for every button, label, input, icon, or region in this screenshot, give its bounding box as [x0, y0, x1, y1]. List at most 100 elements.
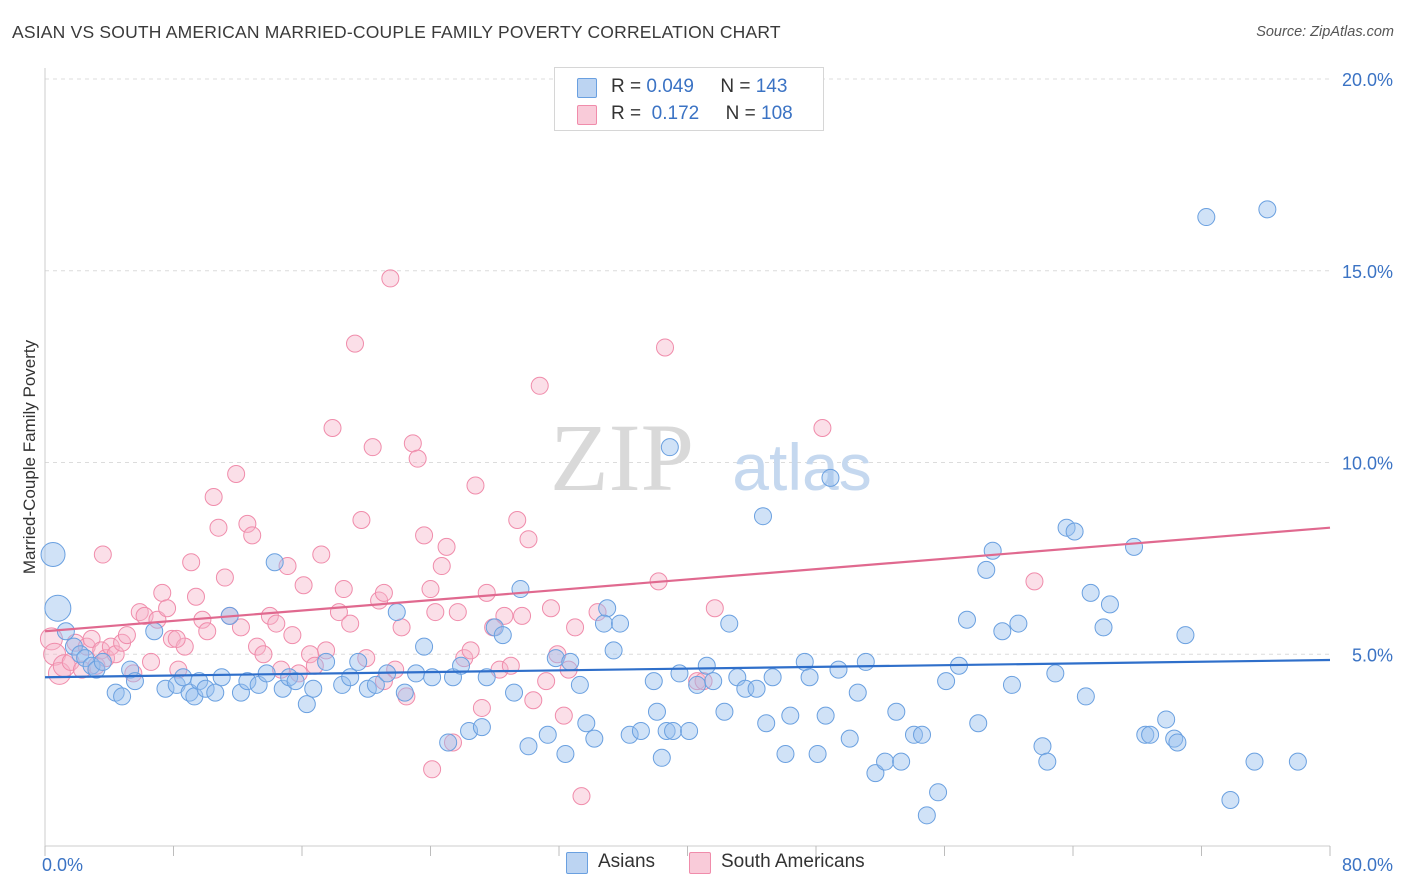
south-americans-point: [82, 629, 101, 648]
south-americans-point: [432, 557, 451, 576]
south-americans-point: [408, 449, 427, 468]
asians-point: [657, 721, 676, 740]
tick-labels: 5.0% 10.0% 15.0% 20.0% 0.0% 80.0%: [42, 70, 1393, 875]
asians-point: [76, 649, 95, 668]
asians-point: [439, 733, 458, 752]
asians-point: [715, 702, 734, 721]
asians-point: [556, 744, 575, 763]
asians-point: [747, 679, 766, 698]
asians-point: [341, 668, 360, 687]
south-americans-point: [93, 545, 112, 564]
south-americans-point: [334, 580, 353, 599]
asians-point: [670, 664, 689, 683]
asians-point: [937, 672, 956, 691]
asians-trend-line: [44, 658, 1331, 679]
south-americans-point: [495, 606, 514, 625]
asians-point: [577, 714, 596, 733]
asians-point: [87, 660, 106, 679]
asians-point: [840, 729, 859, 748]
asians-point: [1033, 737, 1052, 756]
south-americans-point: [508, 511, 527, 530]
south-americans-legend-swatch: [689, 852, 711, 874]
south-americans-point: [341, 614, 360, 633]
asians-point: [1221, 790, 1240, 809]
r-label: R =: [611, 76, 642, 97]
correlation-legend: R = 0.049 N = 143 R = 0.172 N = 108: [554, 67, 824, 131]
south-americans-point: [554, 706, 573, 725]
asians-point: [763, 668, 782, 687]
south-americans-point: [537, 672, 556, 691]
asians-point: [644, 672, 663, 691]
asians-point: [620, 725, 639, 744]
south-americans-point: [381, 269, 400, 288]
asians-point: [505, 683, 524, 702]
asians-point: [800, 668, 819, 687]
gridlines: [45, 78, 1330, 655]
south-americans-point: [227, 465, 246, 484]
south-americans-point: [198, 622, 217, 641]
asians-point: [1094, 618, 1113, 637]
south-americans-point: [43, 642, 67, 666]
asians-point: [1125, 537, 1144, 556]
asians-point: [44, 594, 72, 622]
south-americans-point: [524, 691, 543, 710]
south-americans-point: [472, 698, 491, 717]
asians-point: [546, 649, 565, 668]
south-americans-point: [421, 580, 440, 599]
n-value-south-americans: 108: [761, 103, 793, 124]
south-americans-point: [148, 610, 167, 629]
south-americans-point: [209, 518, 228, 537]
watermark-atlas: atlas: [732, 430, 871, 504]
south-americans-point: [423, 760, 442, 779]
asians-point: [664, 721, 683, 740]
asians-point: [113, 687, 132, 706]
south-americans-point: [254, 645, 273, 664]
asians-point: [40, 542, 66, 568]
asians-point: [957, 610, 976, 629]
asians-point: [604, 641, 623, 660]
south-americans-point: [158, 599, 177, 618]
asians-point: [688, 675, 707, 694]
n-label: N =: [725, 103, 756, 124]
south-americans-point: [346, 334, 365, 353]
asians-point: [238, 672, 257, 691]
asians-point: [680, 721, 699, 740]
asians-point: [304, 679, 323, 698]
south-americans-point: [352, 511, 371, 530]
y-tick-label: 10.0%: [1342, 454, 1393, 474]
asians-point: [808, 744, 827, 763]
asians-point: [829, 660, 848, 679]
asians-point: [519, 737, 538, 756]
south-americans-point: [215, 568, 234, 587]
south-americans-point: [142, 652, 161, 671]
asians-legend-label: Asians: [598, 851, 656, 872]
south-americans-point: [182, 553, 201, 572]
asians-point: [660, 438, 679, 457]
south-americans-point: [374, 583, 393, 602]
asians-point: [585, 729, 604, 748]
asians-point: [704, 672, 723, 691]
r-value-south-americans: 0.172: [651, 103, 700, 124]
south-americans-point: [813, 418, 832, 437]
asians-point: [969, 714, 988, 733]
south-americans-point: [415, 526, 434, 545]
asians-point: [366, 675, 385, 694]
asians-point: [349, 652, 368, 671]
asians-point: [212, 668, 231, 687]
south-americans-point: [566, 618, 585, 637]
asians-point: [892, 752, 911, 771]
south-americans-point: [186, 587, 205, 606]
asians-point: [631, 721, 650, 740]
r-label: R =: [611, 103, 642, 124]
x-tick-label-max: 80.0%: [1342, 855, 1393, 875]
chart-title: ASIAN VS SOUTH AMERICAN MARRIED-COUPLE F…: [12, 22, 781, 42]
south-americans-points: [39, 269, 1044, 806]
asians-point: [781, 706, 800, 725]
south-americans-point: [267, 614, 286, 633]
asians-point: [415, 637, 434, 656]
asians-point: [231, 683, 250, 702]
asians-point: [929, 783, 948, 802]
y-tick-label: 20.0%: [1342, 70, 1393, 90]
asians-point: [821, 468, 840, 487]
